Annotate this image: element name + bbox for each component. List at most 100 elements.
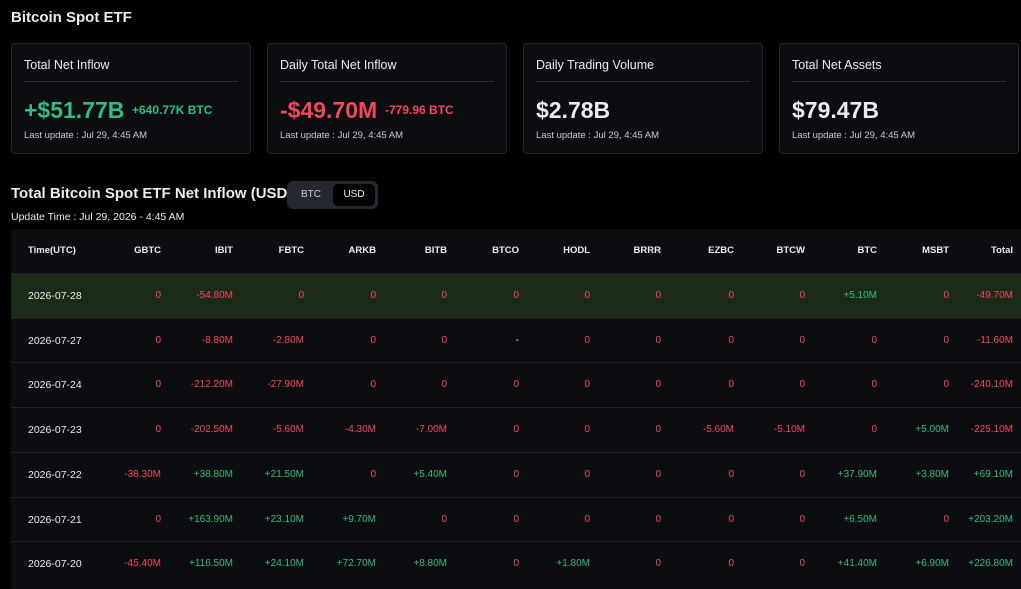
flow-cell: +23.10M: [264, 513, 304, 525]
card-divider: [24, 81, 238, 82]
column-header: HODL: [563, 245, 590, 256]
flow-cell: 0: [943, 513, 949, 525]
flow-cell: +6.90M: [915, 558, 949, 570]
card-value: +$51.77B: [24, 97, 125, 123]
flow-cell: 0: [655, 468, 661, 480]
card-label: Daily Total Net Inflow: [280, 58, 397, 72]
card-label: Total Net Inflow: [24, 58, 110, 72]
flow-cell: -5.10M: [773, 424, 805, 436]
flow-cell: 0: [370, 334, 376, 346]
flow-table: Time(UTC) GBTC IBIT FBTC ARKB BITB BTCO HODL BRR…: [11, 229, 1021, 589]
column-header: BTCO: [492, 245, 519, 256]
flow-cell: -54.80M: [196, 290, 233, 301]
flow-cell: -202.50M: [190, 424, 233, 436]
flow-cell: 0: [584, 513, 590, 525]
flow-cell: 0: [871, 424, 877, 436]
card-divider: [792, 81, 1006, 82]
flow-cell: -4.30M: [344, 424, 376, 436]
flow-cell: 0: [799, 334, 805, 346]
column-header: BTCW: [776, 245, 806, 256]
row-date: 2026-07-20: [28, 558, 82, 571]
flow-cell: 0: [370, 468, 376, 480]
flow-cell: 0: [728, 468, 734, 480]
flow-cell: +5.40M: [413, 468, 447, 480]
flow-cell: 0: [655, 290, 661, 301]
column-header: GBTC: [134, 245, 161, 256]
flow-cell: -5.60M: [272, 424, 304, 436]
flow-cell: 0: [871, 334, 877, 346]
column-header: BTC: [857, 245, 877, 256]
flow-cell: +6.50M: [843, 513, 877, 525]
card-value: $2.78B: [536, 97, 611, 123]
flow-cell: 0: [728, 558, 734, 570]
flow-cell: -2.80M: [272, 334, 304, 346]
flow-cell: 0: [155, 290, 161, 301]
card-divider: [536, 81, 750, 82]
card-value: -$49.70M: [280, 97, 378, 123]
card-divider: [280, 81, 494, 82]
toggle-btc[interactable]: BTC: [301, 189, 321, 200]
column-header: EZBC: [708, 245, 734, 256]
column-header: ARKB: [348, 245, 376, 256]
flow-cell: 0: [584, 334, 590, 346]
table-row: 2026-07-23 0 -202.50M -5.60M -4.30M -7.00M 0 0 0…: [11, 407, 1021, 452]
flow-cell: +21.50M: [264, 468, 304, 480]
flow-cell: -5.60M: [702, 424, 734, 436]
row-date: 2026-07-21: [28, 513, 82, 526]
flow-cell: 0: [943, 334, 949, 346]
card-label: Total Net Assets: [792, 58, 882, 72]
flow-cell: 0: [155, 424, 161, 436]
stat-card: Daily Total Net Inflow -$49.70M -779.96 BT…: [267, 43, 507, 154]
flow-cell: +5.10M: [843, 290, 877, 301]
flow-cell: 0: [513, 513, 519, 525]
column-header: IBIT: [215, 245, 233, 256]
flow-cell: -225.10M: [970, 424, 1013, 436]
card-sub-value: +640.77K BTC: [132, 103, 213, 117]
flow-cell: -240.10M: [970, 379, 1013, 391]
flow-cell: 0: [513, 558, 519, 570]
flow-cell: 0: [655, 513, 661, 525]
update-time: Update Time : Jul 29, 2026 - 4:45 AM: [11, 211, 185, 223]
flow-cell: +163.90M: [188, 513, 233, 525]
card-update: Last update : Jul 29, 4:45 AM: [280, 130, 404, 141]
flow-cell: +226.80M: [968, 558, 1013, 570]
flow-cell: 0: [441, 513, 447, 525]
column-header: BITB: [424, 245, 447, 256]
flow-cell: 0: [799, 558, 805, 570]
flow-cell: -27.90M: [267, 379, 304, 391]
flow-cell: 0: [799, 513, 805, 525]
flow-cell: -49.70M: [976, 290, 1013, 301]
flow-cell: -45.40M: [124, 558, 161, 570]
column-header: BRRR: [633, 245, 661, 256]
column-header: Time(UTC): [28, 245, 76, 256]
card-update: Last update : Jul 29, 4:45 AM: [24, 130, 148, 141]
flow-cell: +72.70M: [336, 558, 376, 570]
flow-cell: 0: [155, 334, 161, 346]
flow-cell: 0: [655, 334, 661, 346]
toggle-usd[interactable]: USD: [333, 184, 375, 206]
flow-cell: +24.10M: [264, 558, 304, 570]
stat-card: Total Net Inflow +$51.77B +640.77K BTC Last…: [11, 43, 251, 154]
flow-cell: -8.80M: [201, 334, 233, 346]
flow-cell: 0: [441, 379, 447, 391]
flow-cell: -: [515, 334, 519, 346]
flow-cell: -212.20M: [190, 379, 233, 391]
flow-cell: +38.80M: [193, 468, 233, 480]
flow-cell: 0: [728, 334, 734, 346]
flow-cell: 0: [655, 379, 661, 391]
flow-cell: +1.80M: [556, 558, 590, 570]
flow-cell: +203.20M: [968, 513, 1013, 525]
flow-cell: +41.40M: [837, 558, 877, 570]
column-header: FBTC: [278, 245, 304, 256]
page-title: Bitcoin Spot ETF: [11, 9, 132, 26]
table-row: 2026-07-28 0 -54.80M 0 0 0 0 0 0 0 0 +5.10M 0 -49.70M: [11, 273, 1021, 318]
table-row: 2026-07-21 0 +163.90M +23.10M +9.70M 0 0 0 0 0 0 +6…: [11, 496, 1021, 542]
stat-card: Total Net Assets $79.47B Last update : Jul…: [779, 43, 1019, 154]
flow-cell: 0: [799, 468, 805, 480]
flow-cell: +37.90M: [837, 468, 877, 480]
flow-cell: 0: [370, 290, 376, 301]
flow-cell: +5.00M: [915, 424, 949, 436]
card-label: Daily Trading Volume: [536, 58, 655, 72]
section-title: Total Bitcoin Spot ETF Net Inflow (USD): [11, 185, 293, 202]
